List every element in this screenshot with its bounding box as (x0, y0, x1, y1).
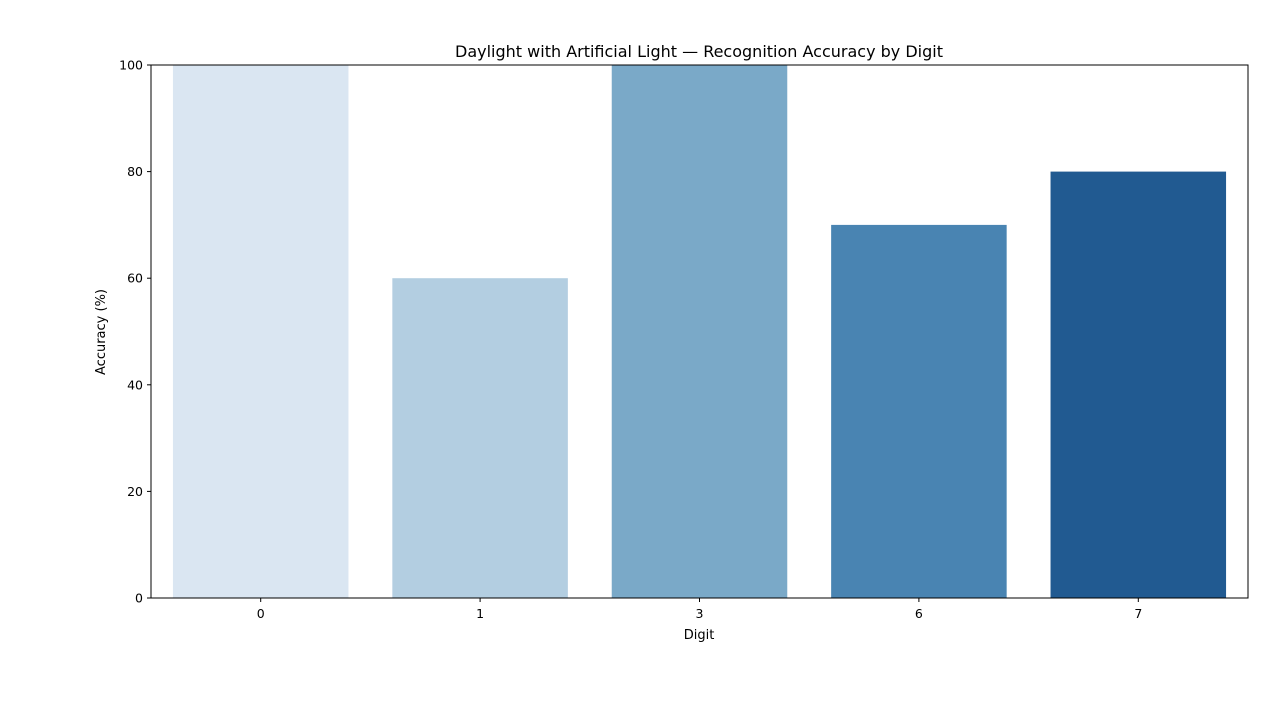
y-tick-label: 80 (127, 164, 143, 179)
y-tick-label: 40 (127, 377, 143, 392)
bar-digit-0 (172, 65, 349, 598)
y-axis: 0 20 40 60 80 100 (119, 58, 151, 606)
x-tick-label: 6 (915, 606, 923, 621)
chart-title: Daylight with Artificial Light — Recogni… (455, 42, 943, 61)
y-axis-label: Accuracy (%) (94, 289, 109, 375)
x-tick-label: 1 (476, 606, 484, 621)
y-tick-label: 0 (135, 591, 143, 606)
bar-digit-1 (392, 278, 568, 598)
x-tick-label: 3 (696, 606, 704, 621)
x-axis: 0 1 3 6 7 (257, 598, 1142, 621)
bar-digit-7 (1050, 171, 1227, 598)
bar-digit-3 (611, 65, 788, 598)
y-tick-label: 20 (127, 484, 143, 499)
x-tick-label: 0 (257, 606, 265, 621)
y-tick-label: 60 (127, 271, 143, 286)
bar-digit-6 (831, 224, 1007, 598)
bars-group (172, 65, 1227, 598)
x-axis-label: Digit (684, 628, 715, 643)
x-tick-label: 7 (1134, 606, 1142, 621)
y-tick-label: 100 (119, 58, 143, 73)
